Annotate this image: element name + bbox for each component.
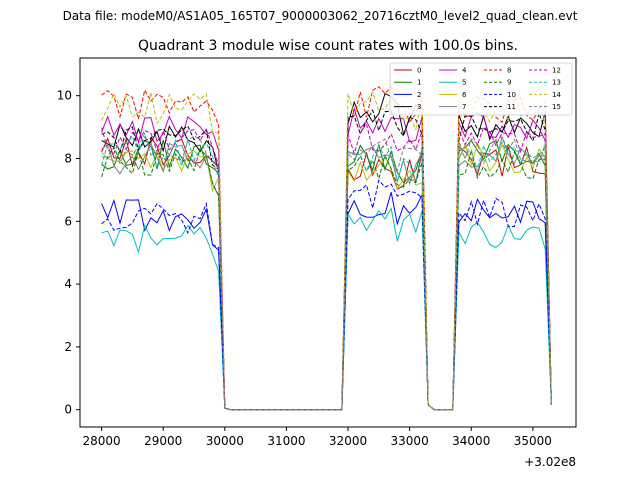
series-line-13 — [101, 135, 552, 411]
x-tick-label: 35000 — [514, 434, 552, 448]
legend-box — [389, 62, 573, 116]
y-tick-label: 0 — [64, 403, 72, 417]
legend-label-14: 14 — [552, 91, 561, 99]
suptitle: Data file: modeM0/AS1A05_165T07_90000030… — [63, 9, 578, 23]
series-line-2 — [101, 192, 552, 411]
x-tick-label: 29000 — [144, 434, 182, 448]
legend-label-8: 8 — [507, 67, 511, 75]
x-offset-label: +3.02e8 — [524, 455, 576, 469]
y-tick-label: 10 — [57, 89, 72, 103]
chart-title: Quadrant 3 module wise count rates with … — [138, 38, 518, 54]
legend-label-6: 6 — [462, 91, 467, 99]
y-tick-label: 8 — [64, 151, 72, 165]
y-tick-label: 4 — [64, 277, 72, 291]
series-line-7 — [101, 135, 552, 411]
x-tick-label: 33000 — [391, 434, 429, 448]
legend-label-5: 5 — [462, 79, 466, 87]
series-line-5 — [101, 207, 552, 411]
x-tick-label: 31000 — [267, 434, 305, 448]
legend-label-1: 1 — [417, 79, 421, 87]
legend-label-13: 13 — [552, 79, 561, 87]
legend-label-0: 0 — [417, 67, 421, 75]
series-line-4 — [101, 106, 552, 411]
y-axis-ticks: 0 2 4 6 8 10 — [57, 89, 80, 417]
series-line-15 — [101, 132, 552, 411]
series-line-14 — [101, 90, 552, 411]
legend-label-12: 12 — [552, 67, 561, 75]
legend-label-10: 10 — [507, 91, 516, 99]
x-tick-label: 28000 — [82, 434, 120, 448]
legend-label-9: 9 — [507, 79, 511, 87]
legend-label-7: 7 — [462, 103, 466, 111]
legend-label-4: 4 — [462, 67, 467, 75]
legend-label-11: 11 — [507, 103, 516, 111]
series-line-6 — [101, 142, 552, 411]
series-line-1 — [101, 139, 552, 411]
x-tick-label: 30000 — [206, 434, 244, 448]
legend-label-15: 15 — [552, 103, 561, 111]
series-line-8 — [101, 86, 552, 411]
x-axis-ticks: 28000 29000 30000 31000 32000 33000 34000 35000 — [82, 427, 552, 448]
plot-lines — [101, 86, 552, 411]
x-tick-label: 34000 — [452, 434, 490, 448]
legend-label-3: 3 — [417, 103, 421, 111]
series-line-11 — [101, 108, 552, 411]
series-line-0 — [101, 136, 552, 411]
series-line-10 — [101, 179, 552, 411]
axes-frame — [79, 57, 577, 428]
y-tick-label: 2 — [64, 340, 72, 354]
series-line-3 — [101, 93, 552, 411]
legend-label-2: 2 — [417, 91, 421, 99]
series-line-9 — [101, 146, 552, 411]
x-tick-label: 32000 — [329, 434, 367, 448]
y-tick-label: 6 — [64, 214, 72, 228]
